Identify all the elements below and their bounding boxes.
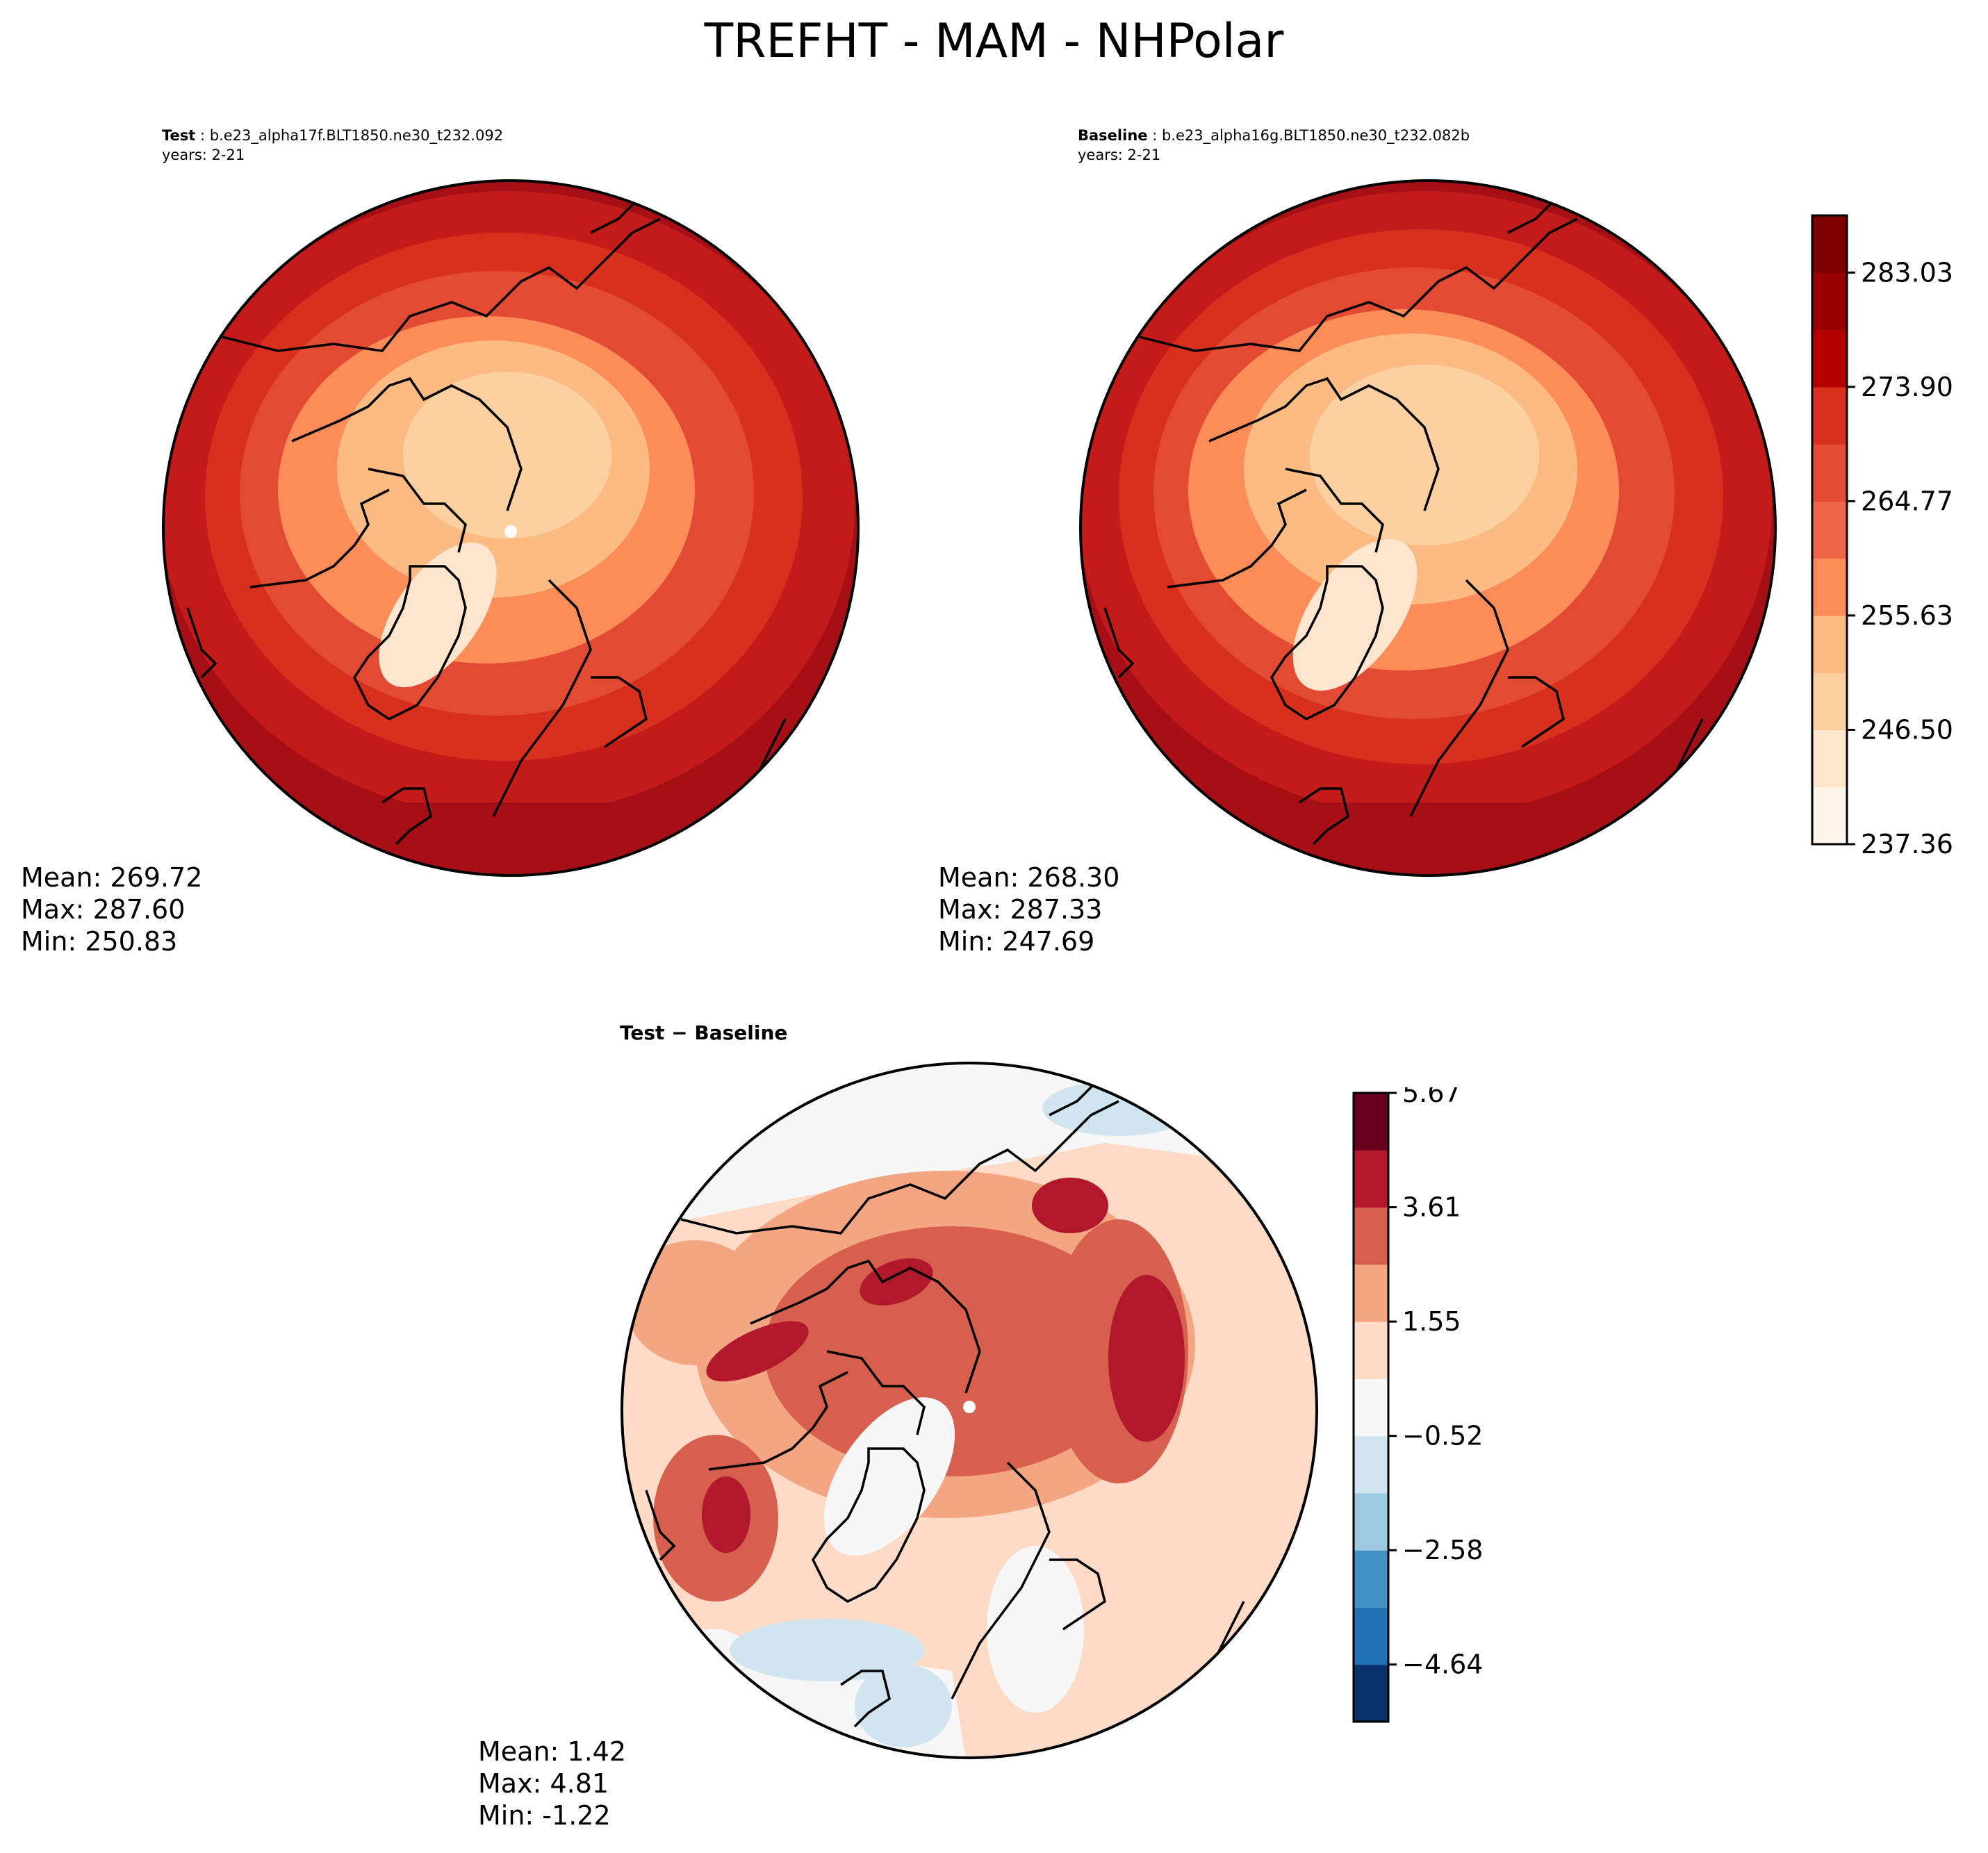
absolute-colorbar-cell [1812, 730, 1847, 788]
baseline-map-border [1079, 179, 1777, 877]
test-coastlines [186, 190, 787, 846]
difference-map-field [622, 1063, 1317, 1758]
difference-stat-min: Min: -1.22 [478, 1800, 611, 1831]
difference-colorbar-cell [1354, 1435, 1388, 1494]
test-map [162, 179, 860, 877]
absolute-colorbar-tick-label: 273.90 [1861, 372, 1953, 402]
difference-map-border [621, 1062, 1318, 1759]
absolute-colorbar-cells [1812, 215, 1847, 845]
difference-colorbar-tick-label: 1.55 [1402, 1306, 1461, 1337]
difference-colorbar-ticks: −4.64 −2.58 −0.52 1.55 3.61 5.67 [1388, 1087, 1483, 1680]
absolute-colorbar-cell [1812, 386, 1847, 445]
difference-colorbar-tick-label: 3.61 [1402, 1192, 1461, 1223]
difference-map [621, 1062, 1318, 1759]
difference-colorbar-cells [1354, 1093, 1388, 1722]
baseline-coastlines [1103, 190, 1704, 846]
absolute-colorbar-tick-label: 283.03 [1861, 257, 1953, 288]
test-years: years: 2-21 [162, 147, 245, 163]
test-header: Test : b.e23_alpha17f.BLT1850.ne30_t232.… [162, 126, 503, 165]
baseline-map [1079, 179, 1777, 877]
figure-title: TREFHT - MAM - NHPolar [704, 14, 1284, 69]
absolute-colorbar-cell [1812, 272, 1847, 331]
absolute-colorbar-tick-label: 264.77 [1861, 486, 1953, 516]
difference-colorbar-cell [1354, 1607, 1388, 1665]
baseline-header: Baseline : b.e23_alpha16g.BLT1850.ne30_t… [1078, 126, 1470, 165]
baseline-stat-max: Max: 287.33 [938, 894, 1103, 925]
absolute-colorbar-cell [1812, 444, 1847, 502]
difference-title: Test − Baseline [620, 1021, 788, 1044]
absolute-colorbar-cell [1812, 787, 1847, 845]
absolute-colorbar-cell [1812, 501, 1847, 559]
absolute-colorbar-tick-label: 237.36 [1861, 829, 1953, 859]
difference-colorbar-cell [1354, 1321, 1388, 1379]
difference-colorbar-tick-label: −0.52 [1402, 1421, 1483, 1451]
test-stat-min: Min: 250.83 [21, 926, 178, 957]
baseline-header-case: : b.e23_alpha16g.BLT1850.ne30_t232.082b [1147, 127, 1470, 144]
absolute-colorbar-cell [1812, 615, 1847, 673]
difference-colorbar-frame [1352, 1092, 1390, 1723]
test-header-label: Test [162, 127, 196, 144]
absolute-colorbar: 237.36 246.50 255.63 264.77 273.90 283.03 [1811, 214, 1953, 859]
difference-stat-mean: Mean: 1.42 [478, 1736, 627, 1767]
absolute-colorbar-cell [1812, 329, 1847, 388]
absolute-colorbar-tick-label: 246.50 [1861, 714, 1953, 745]
difference-colorbar-tick-label: −4.64 [1402, 1649, 1483, 1680]
difference-colorbar-cell [1354, 1093, 1388, 1151]
difference-colorbar-cell [1354, 1150, 1388, 1208]
test-pole-marker [504, 525, 517, 538]
baseline-stat-mean: Mean: 268.30 [938, 862, 1120, 893]
difference-colorbar-cell [1354, 1264, 1388, 1322]
difference-colorbar-cell [1354, 1664, 1388, 1722]
difference-colorbar-cell [1354, 1207, 1388, 1265]
test-map-border [162, 179, 860, 877]
difference-colorbar-cell [1354, 1492, 1388, 1551]
baseline-stat-min: Min: 247.69 [938, 926, 1095, 957]
test-stats: Mean: 269.72 Max: 287.60 Min: 250.83 [21, 862, 202, 957]
absolute-colorbar-cell [1812, 673, 1847, 730]
absolute-colorbar-cell [1812, 215, 1847, 273]
test-header-case: : b.e23_alpha17f.BLT1850.ne30_t232.092 [195, 127, 504, 144]
difference-coastlines [645, 1072, 1245, 1728]
test-stat-max: Max: 287.60 [21, 894, 186, 925]
baseline-stats: Mean: 268.30 Max: 287.33 Min: 247.69 [938, 862, 1119, 957]
difference-colorbar-cell [1354, 1378, 1388, 1437]
baseline-years: years: 2-21 [1078, 147, 1161, 163]
test-stat-mean: Mean: 269.72 [21, 862, 203, 893]
baseline-map-field [1081, 181, 1775, 875]
absolute-colorbar-ticks: 237.36 246.50 255.63 264.77 273.90 283.03 [1847, 257, 1953, 859]
difference-colorbar: −4.64 −2.58 −0.52 1.55 3.61 5.67 [1352, 1087, 1483, 1723]
absolute-colorbar-cell [1812, 558, 1847, 616]
difference-colorbar-tick-label: 5.67 [1402, 1087, 1461, 1108]
difference-stat-max: Max: 4.81 [478, 1768, 609, 1799]
difference-colorbar-cell [1354, 1550, 1388, 1608]
difference-stats: Mean: 1.42 Max: 4.81 Min: -1.22 [478, 1736, 626, 1831]
baseline-header-label: Baseline [1078, 127, 1148, 144]
absolute-colorbar-tick-label: 255.63 [1861, 600, 1953, 631]
test-map-field [163, 181, 858, 875]
difference-colorbar-tick-label: −2.58 [1402, 1535, 1483, 1565]
absolute-colorbar-frame [1811, 214, 1848, 846]
difference-pole-marker [963, 1401, 976, 1413]
